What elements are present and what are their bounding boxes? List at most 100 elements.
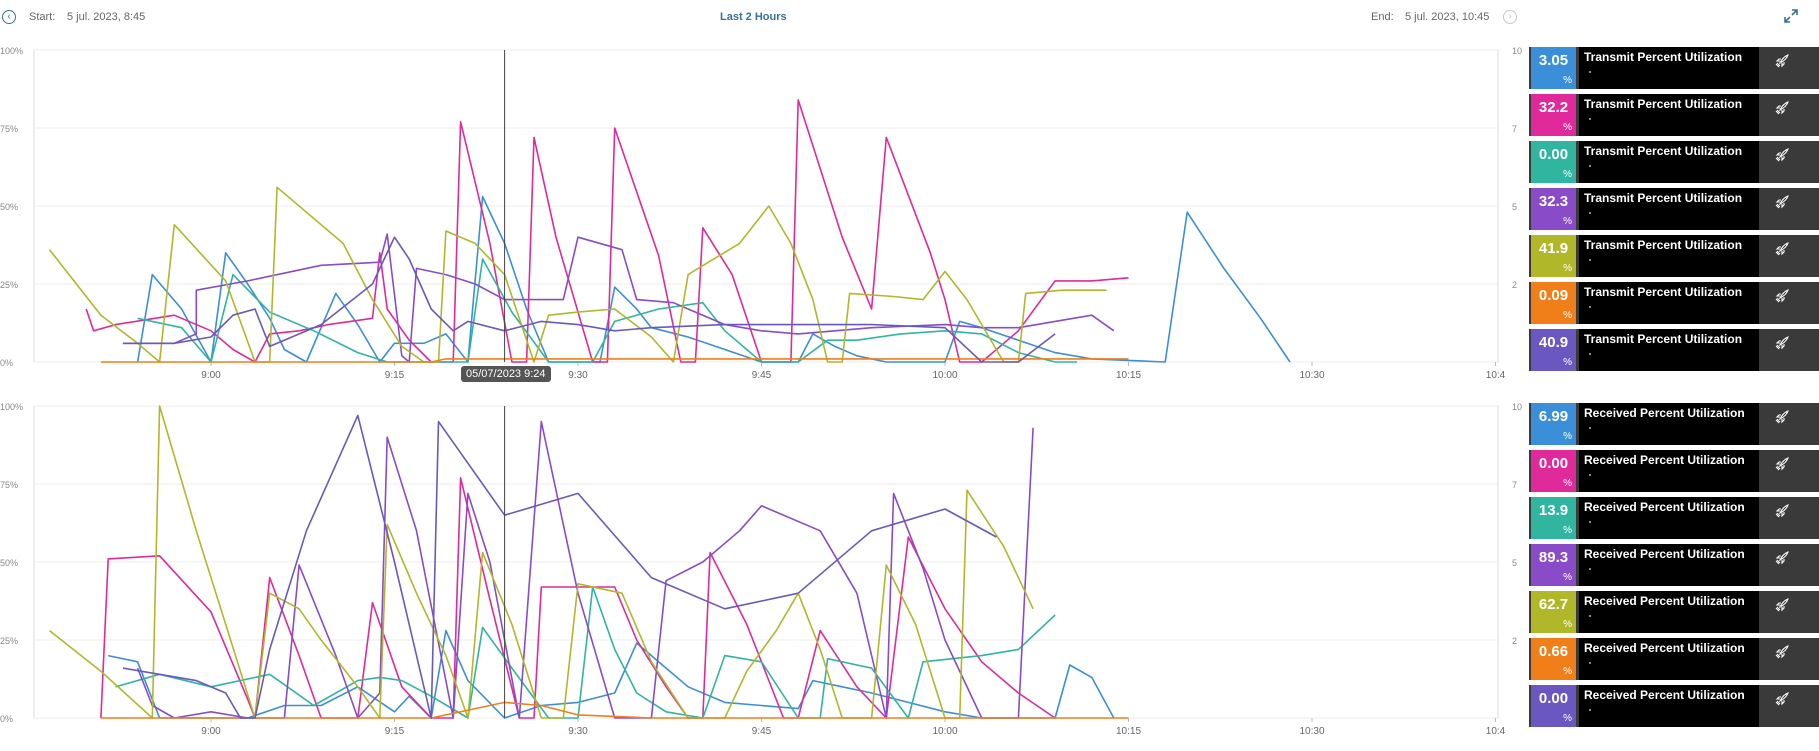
y-tick-label: 0% (0, 358, 13, 368)
legend-unit: % (1563, 666, 1572, 677)
chevron-right-icon[interactable]: › (1503, 10, 1517, 24)
legend-dot (1589, 709, 1591, 711)
legend-value-box: 13.9% (1531, 497, 1576, 539)
legend-label: Transmit Percent Utilization (1584, 144, 1743, 158)
rocket-icon[interactable] (1761, 685, 1819, 727)
legend-dot (1589, 259, 1591, 261)
legend-dot (1589, 71, 1591, 73)
legend-label: Transmit Percent Utilization (1584, 285, 1743, 299)
rocket-icon[interactable] (1761, 235, 1819, 277)
legend-value: 89.3 (1538, 549, 1569, 566)
legend-row[interactable]: 13.9% Received Percent Utilization (1529, 497, 1819, 541)
legend-row[interactable]: 41.9% Transmit Percent Utilization (1529, 235, 1819, 279)
x-tick-label: 10:00 (932, 726, 957, 737)
time-range-bar: ‹ Start: 5 jul. 2023, 8:45 Last 2 Hours … (0, 0, 1819, 36)
legend-label: Transmit Percent Utilization (1584, 238, 1743, 252)
legend-label: Transmit Percent Utilization (1584, 191, 1743, 205)
start-value: 5 jul. 2023, 8:45 (67, 11, 146, 23)
x-tick-label: 9:15 (385, 370, 405, 381)
rocket-icon[interactable] (1761, 497, 1819, 539)
legend-dot (1589, 427, 1591, 429)
legend-unit: % (1563, 431, 1572, 442)
legend-value-box: 62.7% (1531, 591, 1576, 633)
legend-label-box: Transmit Percent Utilization (1579, 94, 1759, 136)
legend-value: 6.99 (1538, 408, 1569, 425)
legend-label-box: Received Percent Utilization (1579, 403, 1759, 445)
rocket-icon[interactable] (1761, 403, 1819, 445)
rocket-icon[interactable] (1761, 591, 1819, 633)
y-tick-label: 100% (0, 402, 23, 412)
legend-value-box: 32.3% (1531, 188, 1576, 230)
legend-row[interactable]: 32.2% Transmit Percent Utilization (1529, 94, 1819, 138)
right-tick-label: 2 (1512, 280, 1517, 290)
legend-dot (1589, 212, 1591, 214)
legend-value-box: 40.9% (1531, 329, 1576, 371)
rocket-icon[interactable] (1761, 329, 1819, 371)
series-line-7 (122, 236, 1056, 363)
legend-value: 0.09 (1538, 287, 1569, 304)
x-tick-label: 9:45 (752, 370, 772, 381)
legend-dot (1589, 521, 1591, 523)
right-tick-label: 5 (1512, 558, 1517, 568)
legend-row[interactable]: 0.66% Received Percent Utilization (1529, 638, 1819, 682)
right-tick-label: 7 (1512, 480, 1517, 490)
legend-row[interactable]: 0.00% Transmit Percent Utilization (1529, 141, 1819, 185)
x-tick-label: 9:00 (201, 370, 221, 381)
legend-row[interactable]: 62.7% Received Percent Utilization (1529, 591, 1819, 635)
rocket-icon[interactable] (1761, 450, 1819, 492)
legend-label: Received Percent Utilization (1584, 688, 1745, 702)
x-tick-label: 10:00 (932, 370, 957, 381)
legend-label-box: Received Percent Utilization (1579, 497, 1759, 539)
legend-row[interactable]: 0.00% Received Percent Utilization (1529, 450, 1819, 494)
legend-dot (1589, 353, 1591, 355)
legend-value: 40.9 (1538, 334, 1569, 351)
series-line-1 (136, 195, 1291, 363)
expand-icon[interactable] (1783, 8, 1799, 24)
y-tick-label: 50% (0, 202, 18, 212)
legend-unit: % (1563, 122, 1572, 133)
legend-label-box: Transmit Percent Utilization (1579, 235, 1759, 277)
legend-row[interactable]: 6.99% Received Percent Utilization (1529, 403, 1819, 447)
right-tick-label: 5 (1512, 202, 1517, 212)
legend-value-box: 0.00% (1531, 141, 1576, 183)
x-tick-label: 10:15 (1116, 370, 1141, 381)
legend-dot (1589, 568, 1591, 570)
legend-row[interactable]: 89.3% Received Percent Utilization (1529, 544, 1819, 588)
legend-row[interactable]: 3.05% Transmit Percent Utilization (1529, 47, 1819, 91)
transmit-legend: 3.05% Transmit Percent Utilization 32.2% Tr… (1529, 47, 1819, 377)
legend-label-box: Received Percent Utilization (1579, 685, 1759, 727)
rocket-icon[interactable] (1761, 188, 1819, 230)
chevron-left-icon[interactable]: ‹ (2, 10, 16, 24)
rocket-icon[interactable] (1761, 94, 1819, 136)
legend-label-box: Received Percent Utilization (1579, 450, 1759, 492)
legend-label: Received Percent Utilization (1584, 547, 1745, 561)
legend-row[interactable]: 0.00% Received Percent Utilization (1529, 685, 1819, 729)
legend-label: Received Percent Utilization (1584, 594, 1745, 608)
legend-row[interactable]: 32.3% Transmit Percent Utilization (1529, 188, 1819, 232)
received-chart[interactable]: 100% 75% 50% 25% 0% 10 7 5 2 9:00 9:15 9:30 9:45 10:0… (0, 400, 1530, 740)
rocket-icon[interactable] (1761, 47, 1819, 89)
legend-row[interactable]: 0.09% Transmit Percent Utilization (1529, 282, 1819, 326)
legend-label-box: Transmit Percent Utilization (1579, 188, 1759, 230)
legend-unit: % (1563, 75, 1572, 86)
legend-row[interactable]: 40.9% Transmit Percent Utilization (1529, 329, 1819, 373)
legend-value: 32.3 (1538, 193, 1569, 210)
rocket-icon[interactable] (1761, 282, 1819, 324)
legend-value: 13.9 (1538, 502, 1569, 519)
rocket-icon[interactable] (1761, 141, 1819, 183)
rocket-icon[interactable] (1761, 544, 1819, 586)
legend-unit: % (1563, 216, 1572, 227)
legend-unit: % (1563, 572, 1572, 583)
range-title[interactable]: Last 2 Hours (720, 11, 787, 23)
series-line-3 (115, 586, 1056, 719)
series-line-4 (122, 233, 1115, 363)
legend-label: Received Percent Utilization (1584, 406, 1745, 420)
hover-tooltip: 05/07/2023 9:24 (461, 366, 551, 382)
rocket-icon[interactable] (1761, 638, 1819, 680)
legend-value: 0.00 (1538, 146, 1569, 163)
received-chart-svg[interactable]: 100% 75% 50% 25% 0% 10 7 5 2 9:00 9:15 9:30 9:45 10:0… (0, 400, 1530, 740)
transmit-chart[interactable]: 100% 75% 50% 25% 0% 10 7 5 2 9:00 9:15 9:30 9:45 10:0… (0, 44, 1530, 384)
transmit-chart-svg[interactable]: 100% 75% 50% 25% 0% 10 7 5 2 9:00 9:15 9:30 9:45 10:0… (0, 44, 1530, 384)
legend-value: 0.66 (1538, 643, 1569, 660)
legend-unit: % (1563, 169, 1572, 180)
